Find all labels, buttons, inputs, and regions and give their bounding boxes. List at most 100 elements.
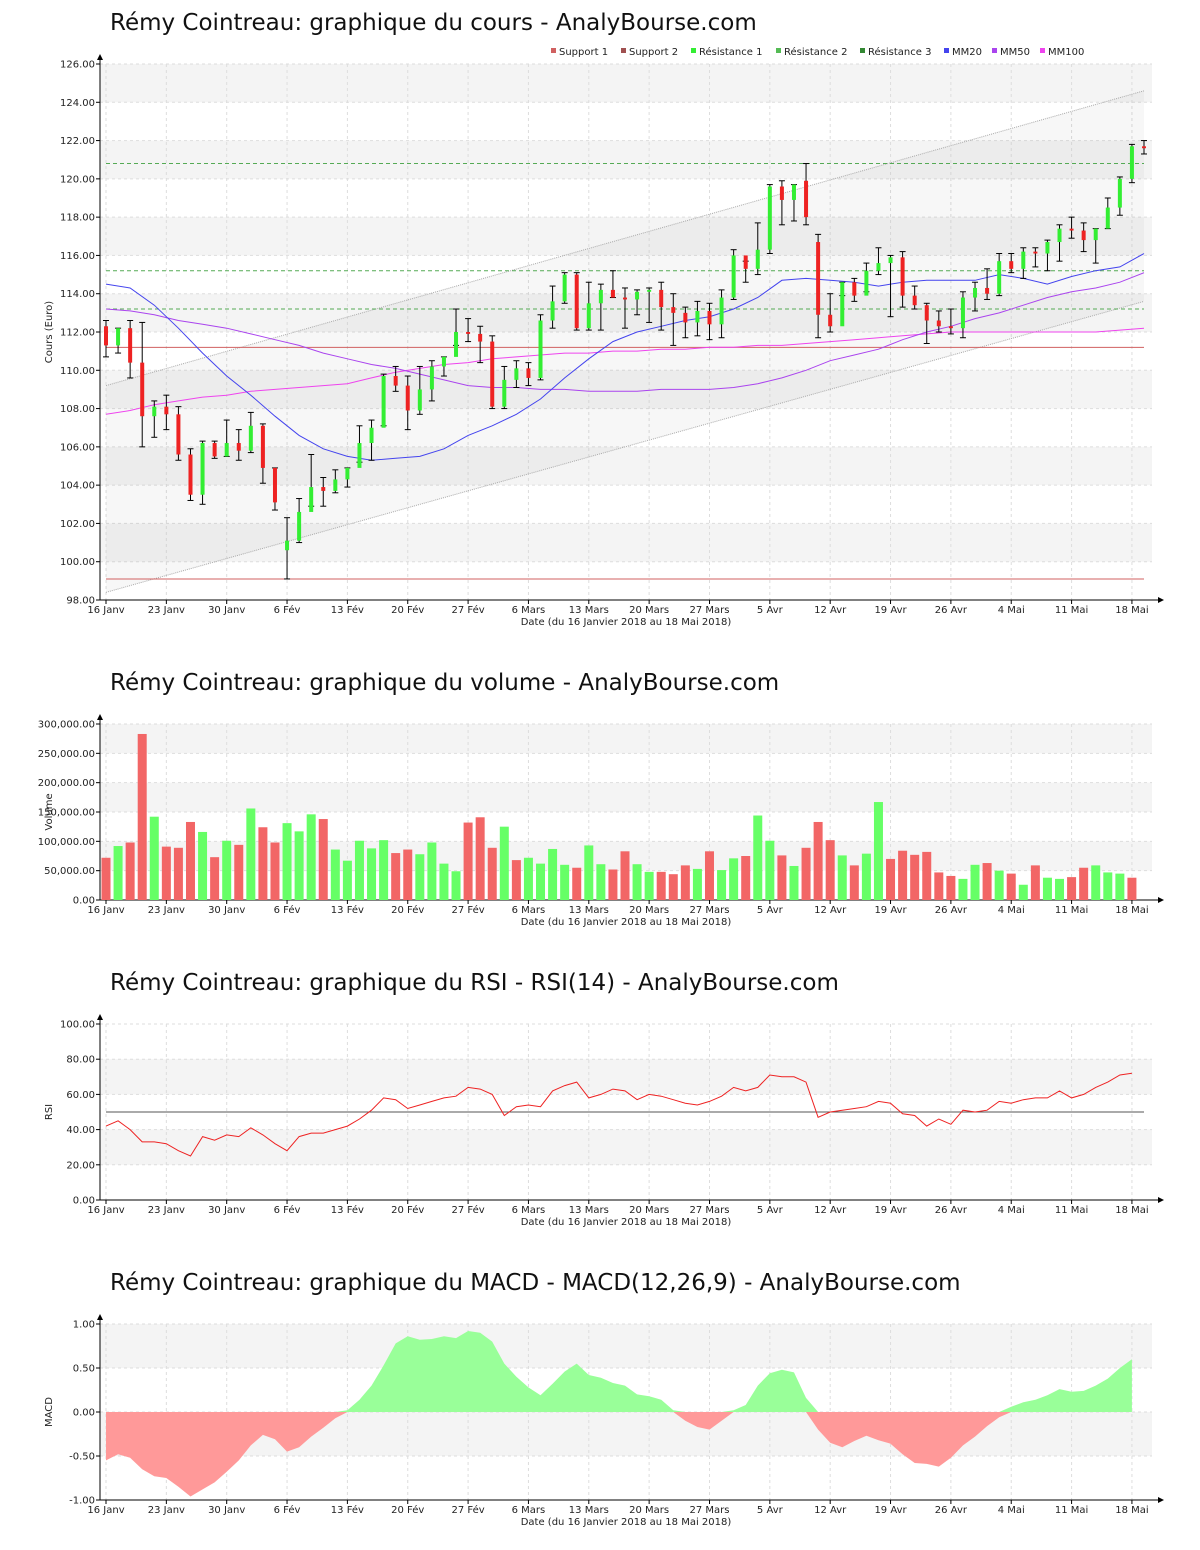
candle-body-down [212, 443, 217, 457]
rsi-x-tick-label: 20 Fév [391, 1204, 424, 1216]
candle-body-up [755, 249, 760, 269]
candlestick [368, 419, 375, 461]
candle-body-down [188, 454, 193, 495]
volume-y-tick-label: 250,000.00 [38, 749, 95, 760]
candlestick [935, 310, 942, 333]
price-chart: 98.00 100.00 102.00 104.00 106.00 108.00 110.0… [44, 46, 1164, 628]
candlestick [1141, 140, 1147, 155]
volume-bar-down [1006, 873, 1016, 900]
legend-label: Résistance 3 [868, 46, 931, 58]
macd-chart: -1.00 -0.50 0.00 0.50 1.00 16 Janv 23 Janv 30 J… [44, 1314, 1164, 1528]
price-x-tick-label: 6 Fév [274, 604, 301, 616]
volume-y-arrow [97, 714, 103, 720]
candlestick [1068, 216, 1075, 239]
candle-body-up [502, 379, 507, 407]
candle-body-up [1021, 251, 1026, 269]
candlestick [115, 327, 122, 354]
volume-x-tick-label: 26 Avr [935, 905, 968, 916]
candlestick [863, 262, 870, 296]
candlestick [380, 373, 387, 428]
volume-bar-down [1127, 877, 1137, 900]
volume-bar-up [1042, 877, 1052, 900]
candle-body-up [381, 376, 386, 428]
volume-bar-down [704, 851, 714, 900]
macd-x-tick-label: 27 Fév [451, 1504, 484, 1516]
candle-body-down [816, 242, 821, 315]
price-y-tick-label: 122.00 [60, 136, 95, 147]
candle-body-up [514, 368, 519, 380]
legend-swatch [1040, 48, 1045, 53]
rsi-x-tick-label: 12 Avr [814, 1205, 847, 1216]
rsi-y-tick-label: 20.00 [66, 1160, 95, 1171]
volume-bar-down [210, 857, 220, 900]
candlestick [247, 411, 254, 454]
volume-x-arrow [1158, 897, 1164, 903]
candle-body-up [429, 366, 434, 390]
rsi-grid-band [100, 1059, 1152, 1095]
candle-body-down [671, 307, 676, 313]
price-x-tick-label: 16 Janv [87, 605, 124, 616]
volume-chart: 0.00 50,000.00 100,000.00 150,000.00 200,000… [38, 714, 1164, 928]
price-x-tick-label: 13 Fév [331, 604, 364, 616]
candlestick [839, 281, 846, 327]
candlestick [175, 406, 182, 461]
price-grid-band [100, 64, 1152, 103]
price-y-tick-label: 124.00 [60, 98, 95, 109]
candle-body-down [104, 326, 108, 346]
candlestick [284, 517, 291, 580]
macd-x-tick-label: 4 Mai [998, 1505, 1025, 1516]
volume-bar-down [403, 849, 413, 900]
volume-bar-down [946, 875, 956, 900]
rsi-x-tick-label: 20 Mars [629, 1205, 669, 1216]
candlestick [344, 467, 351, 488]
rsi-x-tick-label: 4 Mai [998, 1205, 1025, 1216]
candle-body-down [828, 314, 833, 327]
candlestick [465, 318, 472, 343]
macd-x-tick-label: 18 Mai [1115, 1505, 1148, 1516]
volume-bar-down [270, 842, 280, 900]
candle-body-up [960, 297, 965, 329]
volume-x-tick-label: 6 Mars [512, 905, 546, 916]
candlestick [259, 423, 266, 484]
legend-label: Résistance 2 [784, 46, 847, 58]
volume-bar-down [572, 867, 582, 900]
volume-bar-down [620, 851, 630, 900]
volume-bar-down [318, 819, 328, 900]
candlestick [561, 272, 568, 304]
legend-label: Résistance 1 [699, 46, 762, 58]
candle-body-up [876, 263, 881, 271]
price-panel: Rémy Cointreau: graphique du cours - Ana… [0, 0, 1200, 640]
volume-bar-up [644, 871, 654, 900]
volume-bar-up [970, 864, 980, 900]
volume-bar-down [463, 822, 473, 900]
candle-body-up [1129, 146, 1134, 179]
volume-bar-down [886, 858, 896, 900]
candlestick [670, 293, 677, 346]
candlestick [790, 184, 797, 222]
volume-bar-up [294, 831, 304, 900]
volume-bar-up [1055, 878, 1065, 900]
candle-body-down [393, 376, 398, 386]
candle-body-up [357, 443, 362, 468]
price-y-tick-label: 114.00 [60, 289, 95, 300]
volume-bar-up [1115, 873, 1125, 900]
candle-body-down [574, 274, 579, 329]
macd-x-tick-label: 26 Avr [935, 1505, 968, 1516]
candle-body-down [140, 362, 145, 417]
candlestick [984, 268, 991, 300]
price-chart-title: Rémy Cointreau: graphique du cours - Ana… [110, 10, 757, 36]
volume-bar-down [511, 860, 521, 900]
candlestick [308, 454, 315, 512]
candlestick [609, 270, 616, 299]
legend-item: Support 2 [621, 47, 678, 58]
candlestick [827, 293, 834, 333]
candlestick [489, 335, 496, 410]
price-y-axis-label: Cours (Euro) [44, 301, 55, 364]
volume-bar-up [789, 865, 799, 900]
rsi-x-tick-label: 6 Mars [512, 1205, 546, 1216]
candlestick [440, 356, 447, 377]
candle-body-down [526, 368, 531, 378]
price-y-arrow [97, 54, 103, 60]
rsi-y-arrow [97, 1014, 103, 1020]
candlestick [235, 429, 242, 461]
